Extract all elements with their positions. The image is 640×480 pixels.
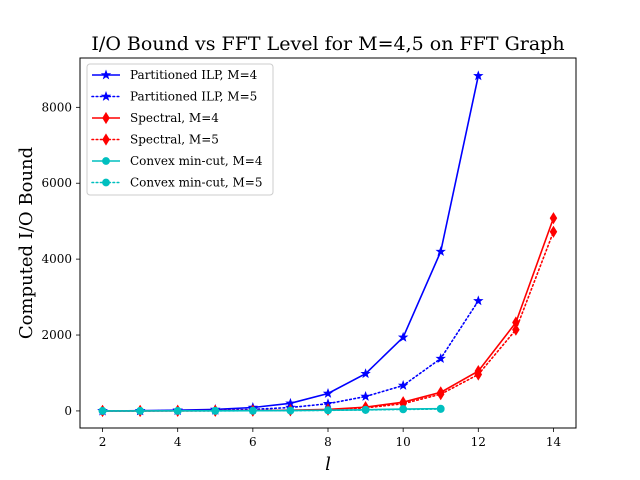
data-point-5-0 (98, 407, 107, 415)
series-line-3 (101, 231, 555, 412)
y-axis-label: Computed I/O Bound (16, 147, 37, 339)
y-tick-label: 0 (64, 404, 72, 418)
series-3 (98, 225, 558, 417)
series-line-5 (101, 408, 442, 412)
data-point-5-7 (361, 406, 370, 414)
legend-marker-4 (102, 157, 110, 165)
legend-label-4: Convex min-cut, M=4 (130, 154, 263, 168)
series-2 (98, 212, 558, 417)
data-point-1-9 (435, 353, 446, 363)
legend-label-2: Spectral, M=4 (130, 111, 219, 125)
data-point-5-6 (324, 406, 332, 415)
y-tick-label: 2000 (41, 328, 72, 342)
x-tick-label: 8 (324, 435, 332, 449)
x-axis-label: l (325, 454, 331, 475)
data-point-0-10 (473, 70, 484, 81)
legend-label-1: Partitioned ILP, M=5 (130, 90, 257, 104)
legend-label-5: Convex min-cut, M=5 (130, 176, 262, 190)
data-point-5-4 (248, 406, 257, 415)
data-point-5-1 (136, 406, 145, 415)
legend-entry-4: Convex min-cut, M=4 (92, 154, 263, 168)
data-point-1-7 (360, 391, 371, 401)
legend-label-3: Spectral, M=5 (130, 133, 219, 147)
legend-entry-1: Partitioned ILP, M=5 (91, 90, 257, 104)
y-tick-label: 8000 (41, 100, 72, 114)
x-tick-label: 10 (396, 435, 411, 449)
data-point-3-10 (474, 368, 483, 381)
chart-title: I/O Bound vs FFT Level for M=4,5 on FFT … (91, 33, 564, 55)
data-point-3-11 (512, 323, 520, 336)
series-line-1 (101, 300, 480, 412)
data-point-5-8 (399, 405, 408, 414)
y-tick-label: 6000 (41, 176, 72, 190)
x-tick-label: 4 (174, 435, 182, 449)
series-layer (97, 70, 558, 417)
data-point-1-10 (473, 295, 484, 306)
legend-entry-2: Spectral, M=4 (92, 111, 219, 125)
x-tick-label: 12 (471, 435, 486, 449)
y-tick-label: 4000 (41, 252, 72, 266)
data-point-0-8 (397, 331, 409, 342)
data-point-3-12 (549, 225, 558, 238)
x-tick-label: 6 (249, 435, 257, 449)
data-point-2-12 (549, 212, 558, 225)
data-point-5-2 (173, 406, 182, 415)
legend: Partitioned ILP, M=4 Partitioned ILP, M=5… (86, 63, 274, 196)
data-point-0-9 (435, 246, 446, 256)
legend-marker-2 (102, 111, 110, 125)
legend-marker-5 (102, 178, 110, 187)
data-point-0-7 (360, 368, 371, 379)
legend-entry-0: Partitioned ILP, M=4 (92, 68, 258, 82)
data-point-1-8 (397, 380, 409, 390)
legend-box (86, 63, 274, 196)
series-line-2 (102, 217, 555, 412)
data-point-5-9 (436, 405, 445, 413)
legend-entry-5: Convex min-cut, M=5 (91, 176, 262, 190)
legend-marker-0 (100, 69, 112, 80)
x-tick-label: 2 (99, 435, 107, 449)
data-point-5-5 (286, 406, 295, 415)
ticks-layer: 2 4 6 8 10 12 14 0 2000 4000 6000 8000 (41, 100, 561, 449)
legend-marker-1 (100, 91, 112, 101)
legend-label-0: Partitioned ILP, M=4 (130, 68, 258, 82)
legend-marker-3 (102, 133, 110, 146)
data-point-0-6 (322, 387, 334, 398)
x-tick-label: 14 (546, 435, 562, 449)
data-point-5-3 (211, 406, 220, 415)
series-5 (98, 405, 445, 415)
legend-entry-3: Spectral, M=5 (91, 133, 219, 147)
data-point-3-9 (436, 388, 445, 401)
